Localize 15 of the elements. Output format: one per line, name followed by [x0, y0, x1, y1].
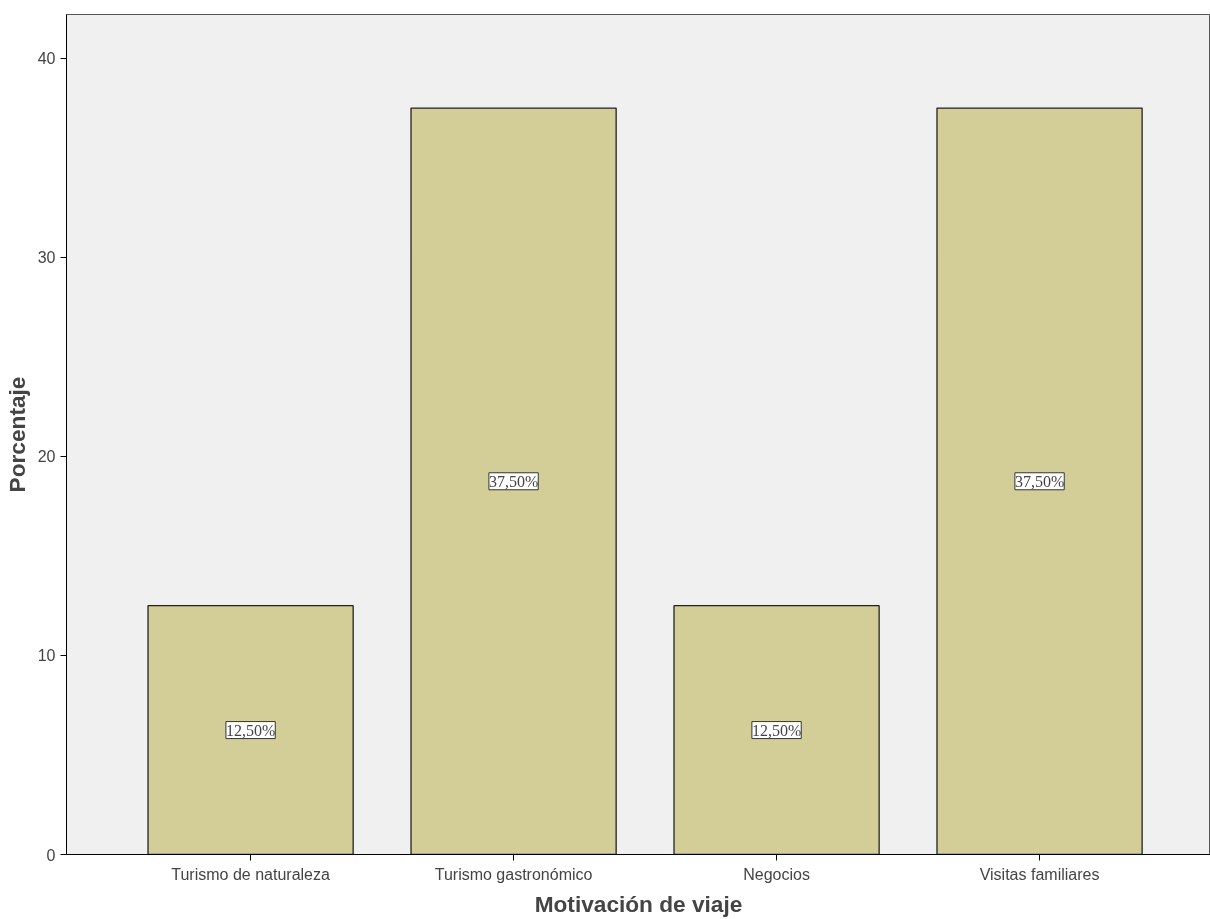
- y-tick-label: 10: [37, 647, 56, 665]
- x-tick-label: Negocios: [743, 865, 810, 883]
- x-tick-label: Visitas familiares: [979, 865, 1100, 883]
- y-tick-label: 20: [37, 448, 56, 466]
- data-label: 12,50%: [751, 721, 802, 739]
- x-tick-label: Turismo de naturaleza: [171, 865, 330, 883]
- x-tick-label: Turismo gastronómico: [434, 865, 593, 883]
- y-tick-label: 30: [37, 249, 56, 267]
- data-label: 37,50%: [488, 472, 539, 490]
- data-label: 37,50%: [1014, 472, 1065, 490]
- x-axis-title: Motivación de viaje: [534, 890, 743, 917]
- y-axis-title: Porcentaje: [3, 376, 30, 493]
- y-tick-label: 0: [46, 846, 56, 864]
- y-tick-label: 40: [37, 50, 56, 68]
- data-label: 12,50%: [225, 721, 276, 739]
